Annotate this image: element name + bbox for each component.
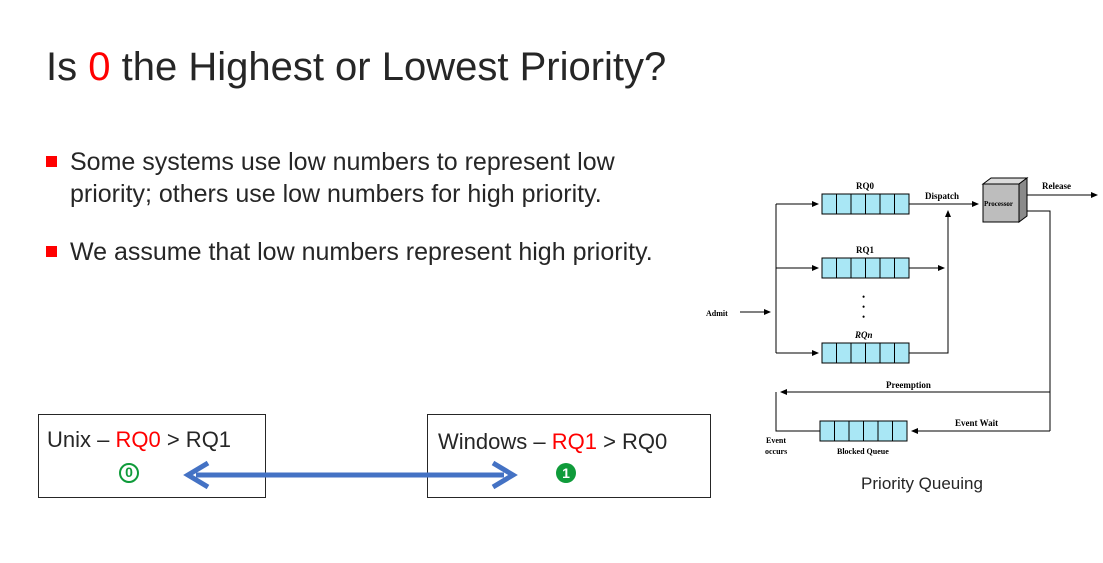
bullet-text: We assume that low numbers represent hig… — [70, 238, 653, 266]
unix-label: Unix – RQ0 > RQ1 — [47, 426, 231, 454]
unix-badge-zero: 0 — [119, 463, 139, 483]
windows-first-queue: RQ1 — [551, 429, 597, 454]
admit-label: Admit — [706, 309, 728, 318]
unix-os: Unix — [47, 427, 92, 452]
release-label: Release — [1042, 181, 1071, 191]
queue-rq0 — [821, 193, 910, 215]
title-highlight-zero: 0 — [88, 45, 111, 89]
windows-box: Windows – RQ1 > RQ0 1 — [427, 414, 711, 498]
windows-label: Windows – RQ1 > RQ0 — [438, 428, 667, 456]
unix-dash: – — [91, 427, 116, 452]
rq0-label: RQ0 — [856, 181, 875, 191]
processor-label: Processor — [984, 200, 1013, 208]
rq1-label: RQ1 — [856, 245, 875, 255]
unix-rest: > RQ1 — [160, 427, 232, 452]
bullet-text: Some systems use low numbers to represen… — [70, 148, 615, 208]
processor-feedback-line — [1022, 210, 1051, 431]
windows-os: Windows — [438, 429, 528, 454]
title-suffix: the Highest or Lowest Priority? — [110, 45, 667, 89]
ellipsis-dot: • — [862, 292, 865, 302]
dispatch-label: Dispatch — [925, 191, 959, 201]
unix-first-queue: RQ0 — [115, 427, 161, 452]
event-wait-label: Event Wait — [955, 418, 998, 428]
ellipsis-dot: • — [862, 302, 865, 312]
slide-title: Is 0 the Highest or Lowest Priority? — [46, 40, 666, 94]
queue-blocked — [819, 420, 908, 442]
windows-badge-one: 1 — [556, 463, 576, 483]
blocked-queue-label: Blocked Queue — [837, 447, 889, 456]
event-occurs-label-line1: Event — [766, 436, 786, 445]
bullet-item: We assume that low numbers represent hig… — [46, 236, 696, 268]
blocked-return-line — [775, 392, 820, 432]
preemption-label: Preemption — [886, 380, 931, 390]
unix-box: Unix – RQ0 > RQ1 0 — [38, 414, 266, 498]
windows-dash: – — [527, 429, 552, 454]
bullet-square-icon — [46, 246, 57, 257]
event-occurs-label-line2: occurs — [765, 447, 787, 456]
windows-rest: > RQ0 — [596, 429, 668, 454]
queue-rq1 — [821, 257, 910, 279]
diagram-caption: Priority Queuing — [861, 474, 983, 493]
rqn-label: RQn — [854, 330, 873, 340]
rqn-out-arrow — [909, 210, 951, 354]
processor-box — [981, 177, 1029, 223]
queue-rqn — [821, 342, 910, 364]
bullet-item: Some systems use low numbers to represen… — [46, 146, 696, 210]
ellipsis-dot: • — [862, 312, 865, 322]
title-prefix: Is — [46, 45, 89, 89]
bullet-list: Some systems use low numbers to represen… — [46, 146, 696, 294]
bullet-square-icon — [46, 156, 57, 167]
